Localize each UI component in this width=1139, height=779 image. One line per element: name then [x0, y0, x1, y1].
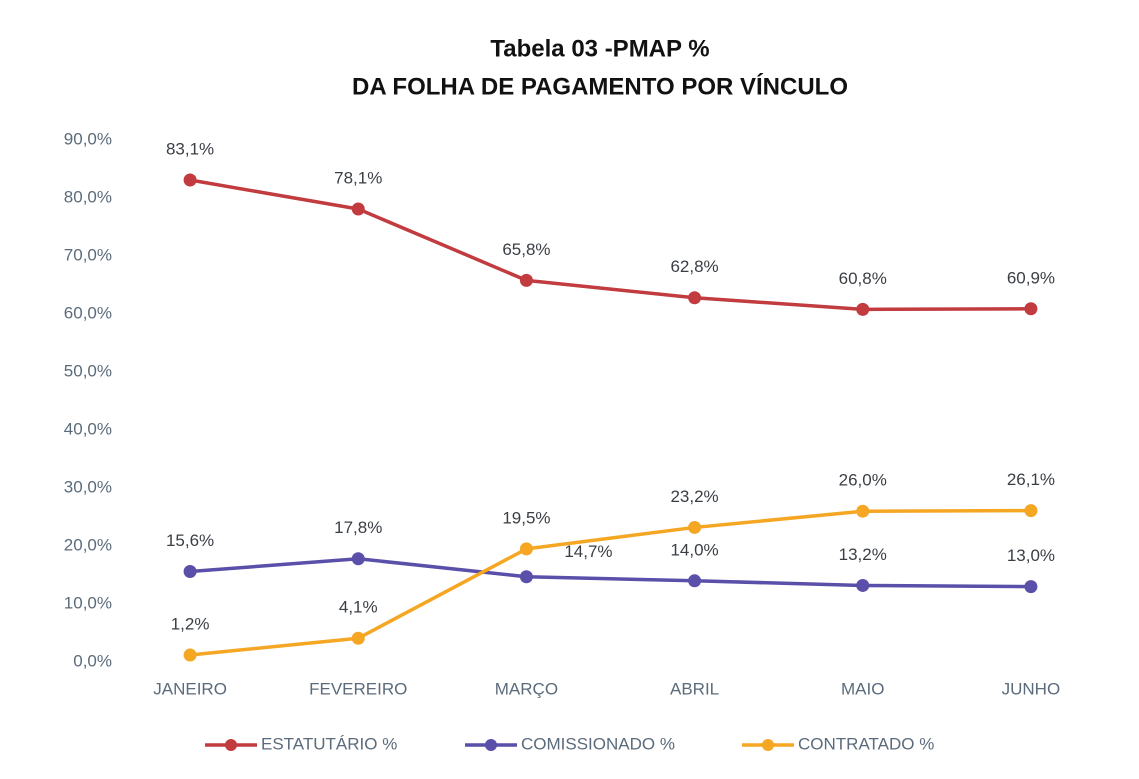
data-label: 19,5%: [502, 508, 550, 527]
data-point: [688, 520, 702, 534]
legend-label: ESTATUTÁRIO %: [261, 734, 397, 753]
data-point: [519, 273, 533, 287]
y-tick-label: 20,0%: [64, 535, 112, 554]
series-line: [189, 178, 1031, 312]
legend-marker: [225, 739, 237, 751]
data-label: 1,2%: [171, 615, 210, 634]
data-point: [688, 574, 702, 588]
data-point: [856, 578, 870, 592]
data-label: 14,7%: [564, 542, 612, 561]
data-point: [351, 552, 365, 566]
data-point: [688, 291, 702, 305]
data-label: 78,1%: [334, 169, 382, 188]
data-point: [519, 570, 533, 584]
legend-label: COMISSIONADO %: [521, 734, 675, 753]
data-point: [1024, 504, 1038, 518]
x-tick-label: JUNHO: [1002, 679, 1061, 698]
data-point: [183, 565, 197, 579]
y-tick-label: 90,0%: [64, 129, 112, 148]
data-label: 4,1%: [339, 598, 378, 617]
data-label: 62,8%: [670, 257, 718, 276]
data-point: [1024, 580, 1038, 594]
legend-marker: [762, 739, 774, 751]
data-label: 23,2%: [670, 487, 718, 506]
data-label: 17,8%: [334, 518, 382, 537]
y-tick-label: 0,0%: [73, 651, 112, 670]
data-label: 26,1%: [1007, 470, 1055, 489]
series-line: [189, 557, 1031, 589]
y-tick-label: 80,0%: [64, 187, 112, 206]
data-point: [183, 648, 197, 662]
data-label: 83,1%: [166, 140, 214, 159]
data-point: [351, 202, 365, 216]
data-point: [1024, 302, 1038, 316]
x-tick-label: ABRIL: [670, 679, 719, 698]
chart-subtitle: DA FOLHA DE PAGAMENTO POR VÍNCULO: [352, 72, 848, 100]
series-line: [189, 508, 1031, 657]
legend-label: CONTRATADO %: [798, 734, 934, 753]
chart-title: Tabela 03 -PMAP %: [490, 35, 709, 62]
y-tick-label: 70,0%: [64, 245, 112, 264]
data-label: 13,2%: [839, 545, 887, 564]
y-tick-label: 30,0%: [64, 477, 112, 496]
data-label: 60,9%: [1007, 268, 1055, 287]
x-tick-label: JANEIRO: [153, 679, 227, 698]
data-label: 14,0%: [670, 540, 718, 559]
y-tick-label: 10,0%: [64, 593, 112, 612]
y-tick-label: 50,0%: [64, 361, 112, 380]
y-tick-label: 60,0%: [64, 303, 112, 322]
data-point: [856, 504, 870, 518]
x-tick-label: MARÇO: [495, 679, 558, 698]
data-point: [856, 302, 870, 316]
legend-marker: [485, 739, 497, 751]
data-point: [351, 631, 365, 645]
data-label: 65,8%: [502, 240, 550, 259]
data-label: 26,0%: [839, 471, 887, 490]
y-tick-label: 40,0%: [64, 419, 112, 438]
data-point: [519, 542, 533, 556]
data-point: [183, 173, 197, 187]
data-label: 13,0%: [1007, 546, 1055, 565]
x-tick-label: FEVEREIRO: [309, 679, 407, 698]
data-label: 60,8%: [839, 269, 887, 288]
x-tick-label: MAIO: [841, 679, 884, 698]
data-label: 15,6%: [166, 531, 214, 550]
